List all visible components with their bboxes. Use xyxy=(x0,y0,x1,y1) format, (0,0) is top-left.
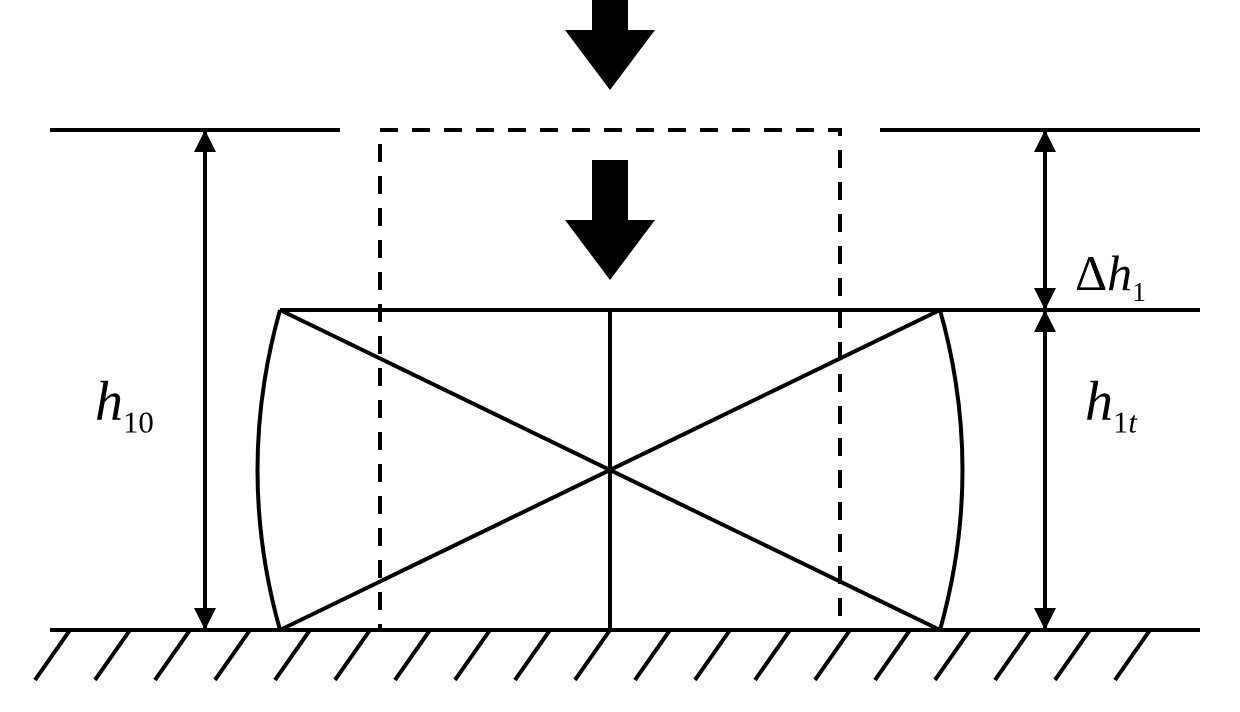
load-arrow-upper xyxy=(565,0,655,90)
dimension-h10 xyxy=(194,130,216,630)
label-h10: h10 xyxy=(95,371,154,439)
ground-hatching xyxy=(35,630,1150,680)
barrel-right-bulge xyxy=(940,310,963,630)
label-h1t: h1t xyxy=(1085,371,1138,439)
compression-diagram: h10 h1t Δh1 xyxy=(0,0,1240,712)
dimension-h1t xyxy=(1034,310,1056,630)
label-delta-h1: Δh1 xyxy=(1075,245,1146,307)
load-arrow-lower xyxy=(565,160,655,280)
dimension-delta-h1 xyxy=(1034,130,1056,310)
barrel-left-bulge xyxy=(258,310,281,630)
